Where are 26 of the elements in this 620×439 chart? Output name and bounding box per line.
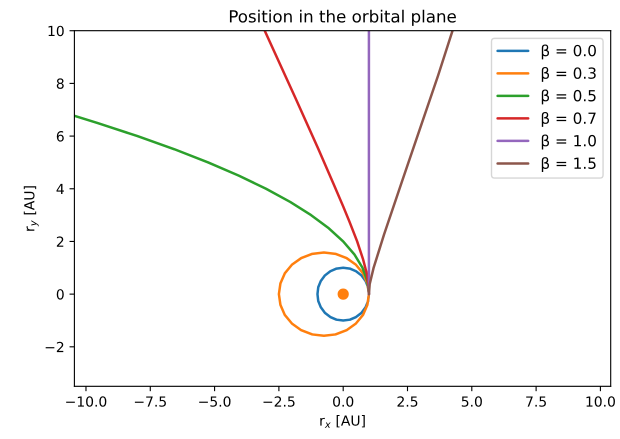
y-tick-label: 0 — [56, 289, 64, 300]
y-tick-label: 10 — [48, 26, 64, 36]
x-tick-label: 5.0 — [462, 396, 482, 407]
y-tick-label: 8 — [56, 78, 64, 89]
x-tick-label: −5.0 — [199, 396, 231, 407]
y-axis-title: r$_{y}$ [AU] — [24, 186, 39, 231]
y-tick-label: 6 — [56, 131, 64, 142]
x-tick-label: 0.0 — [333, 396, 354, 407]
legend-label: β = 0.7 — [542, 112, 596, 127]
x-tick-label: 2.5 — [397, 396, 418, 407]
legend-label: β = 1.5 — [542, 157, 596, 172]
x-tick-label: −2.5 — [263, 396, 295, 407]
x-axis-title: r$_{x}$ [AU] — [320, 415, 365, 428]
y-tick-label: 4 — [56, 184, 64, 194]
legend-label: β = 0.3 — [542, 67, 596, 82]
legend-label: β = 1.0 — [542, 134, 596, 150]
chart-title: Position in the orbital plane — [230, 10, 456, 26]
x-tick-label: 10.0 — [586, 396, 615, 407]
line-series — [368, 30, 454, 296]
legend-label: β = 0.0 — [542, 44, 596, 60]
y-tick-label: 2 — [56, 236, 64, 247]
y-tick-label: −2 — [46, 342, 64, 352]
x-tick-label: 7.5 — [526, 396, 546, 407]
legend-label: β = 0.5 — [542, 90, 596, 104]
x-tick-label: −7.5 — [134, 396, 166, 407]
x-tick-label: −10.0 — [66, 396, 106, 407]
